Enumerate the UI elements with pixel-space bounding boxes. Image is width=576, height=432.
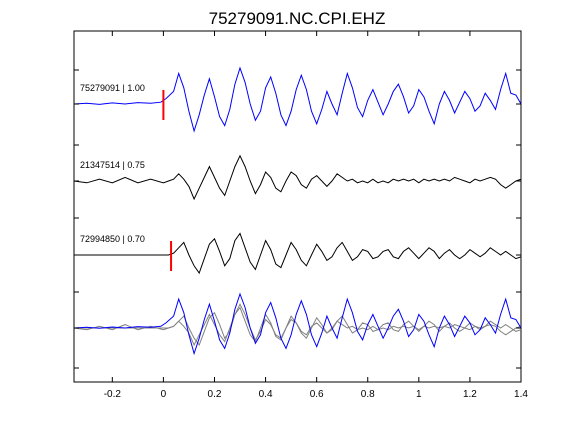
x-tick-label: 0.4 xyxy=(259,389,273,400)
trace-line-2 xyxy=(73,154,522,201)
x-tick-label: 0.2 xyxy=(208,389,222,400)
x-tick-label: 1 xyxy=(416,389,422,400)
overlay-trace-2 xyxy=(73,303,522,347)
traces-layer: 75279091 | 1.00 21347514 | 0.75 72994850 |… xyxy=(73,66,522,356)
x-tick-label: 0.8 xyxy=(361,389,375,400)
x-axis: -0.2 0 0.2 0.4 0.6 0.8 1 1.2 1.4 xyxy=(74,31,528,400)
plot-frame xyxy=(73,30,522,383)
x-tick-label: -0.2 xyxy=(104,389,122,400)
x-tick-label: 1.2 xyxy=(463,389,477,400)
x-tick-label: 0 xyxy=(161,389,167,400)
chart-title: 75279091.NC.CPI.EHZ xyxy=(209,9,386,28)
trace-line-3 xyxy=(74,232,522,275)
x-tick-label: 1.4 xyxy=(514,389,528,400)
trace-label-3: 72994850 | 0.70 xyxy=(80,234,145,244)
trace-line-1 xyxy=(73,66,522,133)
trace-label-1: 75279091 | 1.00 xyxy=(80,83,145,93)
x-tick-label: 0.6 xyxy=(310,389,324,400)
overlay-trace-3 xyxy=(74,306,522,347)
trace-label-2: 21347514 | 0.75 xyxy=(80,160,145,170)
overlay-trace-1 xyxy=(73,292,522,356)
